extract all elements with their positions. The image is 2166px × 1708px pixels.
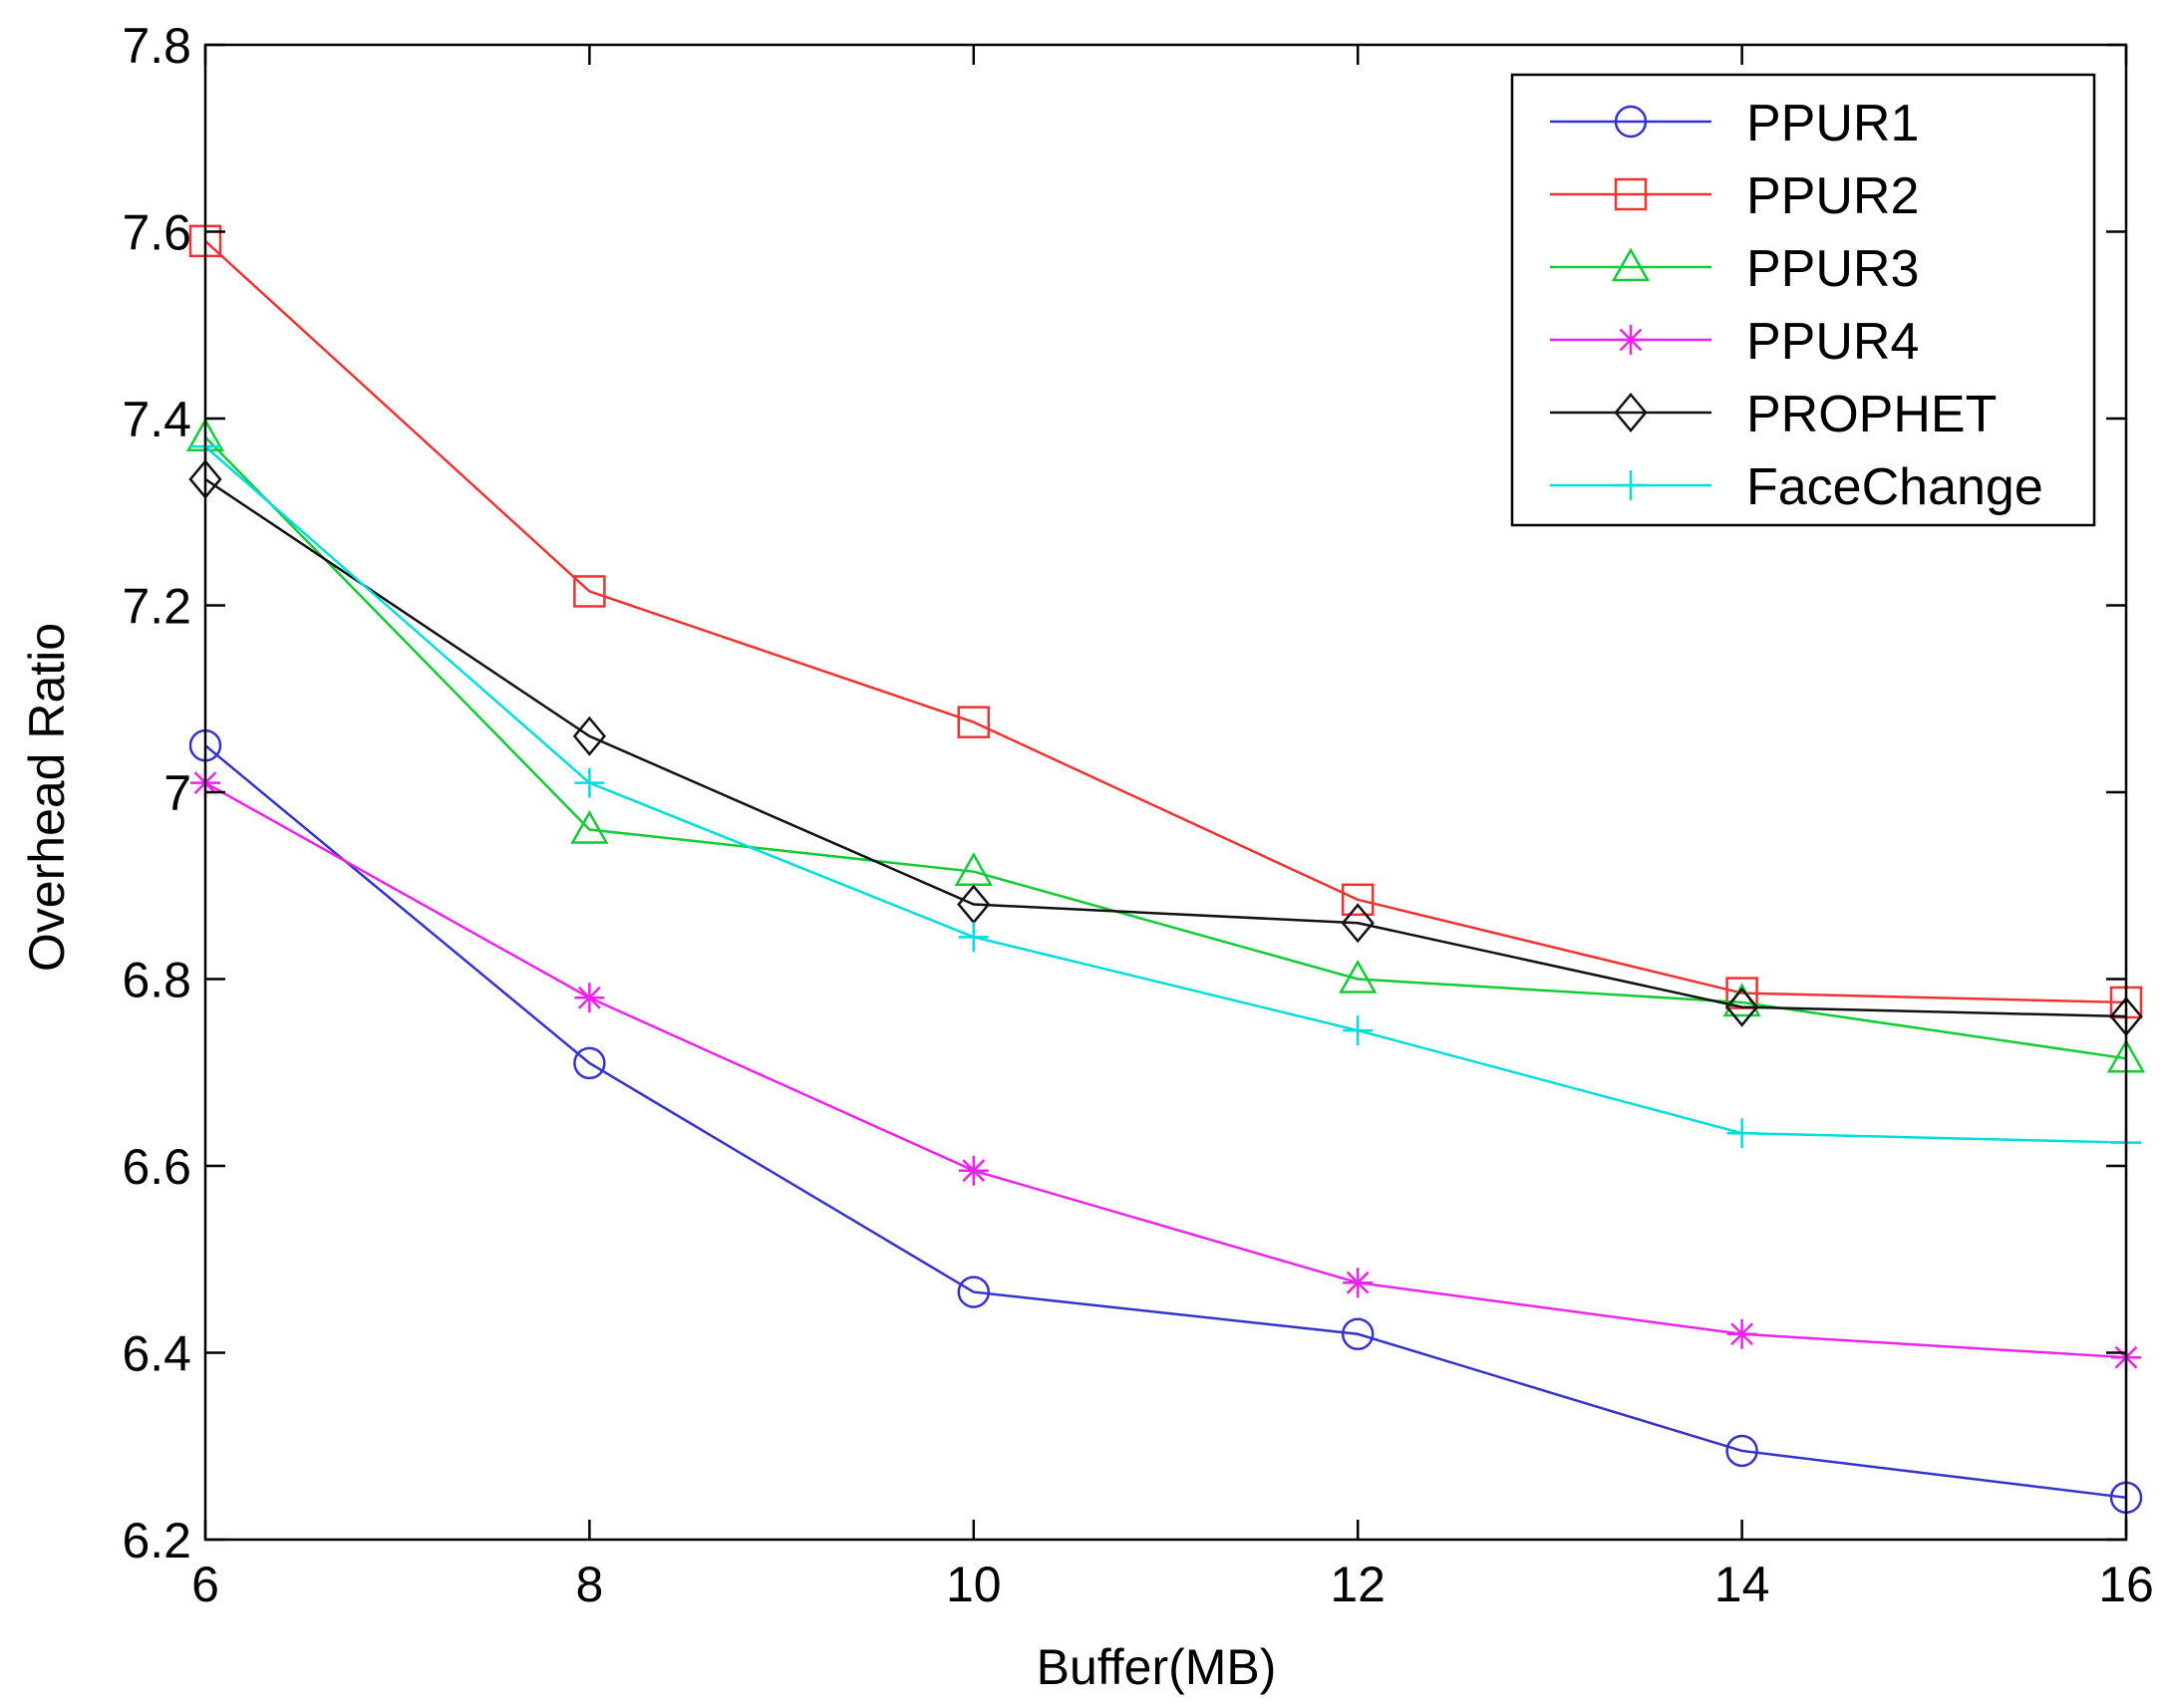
x-tick-label: 12 [1330,1557,1386,1612]
data-point-facechange [1343,1015,1374,1046]
data-point-facechange [958,922,989,953]
data-point-ppur4 [958,1155,989,1186]
y-tick-label: 6.4 [122,1326,191,1382]
data-point-facechange [574,767,605,798]
legend-entry-ppur4: PPUR4 [1550,313,1919,371]
series-line-ppur4 [204,781,2127,1359]
y-tick-label: 6.2 [122,1513,191,1568]
y-tick-label: 6.8 [122,953,191,1008]
series-line-prophet [204,477,2127,1018]
data-point-prophet [1341,903,1375,944]
legend-marker-ppur1 [1614,105,1648,139]
legend-entry-ppur2: PPUR2 [1550,167,1919,225]
series-line-ppur1 [204,744,2127,1500]
x-tick-label: 8 [575,1557,603,1612]
legend-marker-prophet [1614,393,1648,432]
y-tick-label: 7.2 [122,579,191,635]
y-tick-label: 6.6 [122,1139,191,1195]
legend-marker-ppur4 [1616,325,1646,355]
x-axis-title: Buffer(MB) [1037,1639,1277,1695]
data-point-ppur4 [1726,1318,1757,1349]
x-tick-label: 16 [2098,1557,2154,1612]
data-point-prophet [1724,987,1759,1027]
y-tick-label: 7.6 [122,205,191,261]
legend-marker-ppur3 [1611,247,1651,282]
legend: PPUR1 PPUR2 PPUR3 PPUR4 PROPHET FaceChange [1510,73,2096,527]
data-point-ppur4 [574,983,605,1013]
data-point-prophet [572,715,607,756]
data-point-ppur1 [957,1276,991,1308]
y-axis-title: Overhead Ratio [19,623,75,972]
data-point-ppur1 [1725,1434,1758,1468]
x-tick-label: 6 [191,1557,219,1612]
series-line-ppur2 [204,239,2127,1004]
y-tick-label: 7.4 [122,392,191,447]
x-tick-label: 14 [1714,1557,1770,1612]
plot-area [185,224,2146,1515]
legend-entry-facechange: FaceChange [1550,458,2043,516]
legend-label-facechange: FaceChange [1746,458,2043,516]
legend-label-prophet: PROPHET [1746,386,1997,443]
data-point-ppur2 [573,575,606,608]
legend-label-ppur2: PPUR2 [1746,167,1919,225]
x-tick-label: 10 [946,1557,1002,1612]
legend-label-ppur3: PPUR3 [1746,240,1919,298]
legend-label-ppur4: PPUR4 [1746,313,1919,371]
series-prophet [188,458,2143,1036]
data-point-ppur1 [573,1046,606,1080]
legend-entry-ppur1: PPUR1 [1550,95,1919,152]
series-line-facechange [204,445,2127,1144]
data-point-ppur4 [1343,1268,1374,1298]
data-point-ppur1 [1341,1317,1375,1350]
data-point-ppur3 [1339,959,1378,994]
legend-label-ppur1: PPUR1 [1746,95,1919,152]
legend-marker-ppur2 [1614,177,1648,211]
y-tick-label: 7 [163,765,191,821]
axes: 6 8 10 12 14 16 6.2 6.4 6.6 6.8 7 7.2 7.4 7.6 7.8 [122,18,2153,1612]
data-point-ppur2 [1341,883,1375,917]
legend-marker-facechange [1616,470,1646,500]
data-point-ppur2 [957,706,991,738]
data-point-facechange [1726,1118,1757,1149]
legend-entry-prophet: PROPHET [1550,386,1997,443]
data-point-ppur3 [570,809,609,844]
series-line-ppur3 [204,435,2127,1060]
y-tick-label: 7.8 [122,18,191,74]
legend-box [1510,73,2096,527]
legend-entry-ppur3: PPUR3 [1550,240,1919,298]
